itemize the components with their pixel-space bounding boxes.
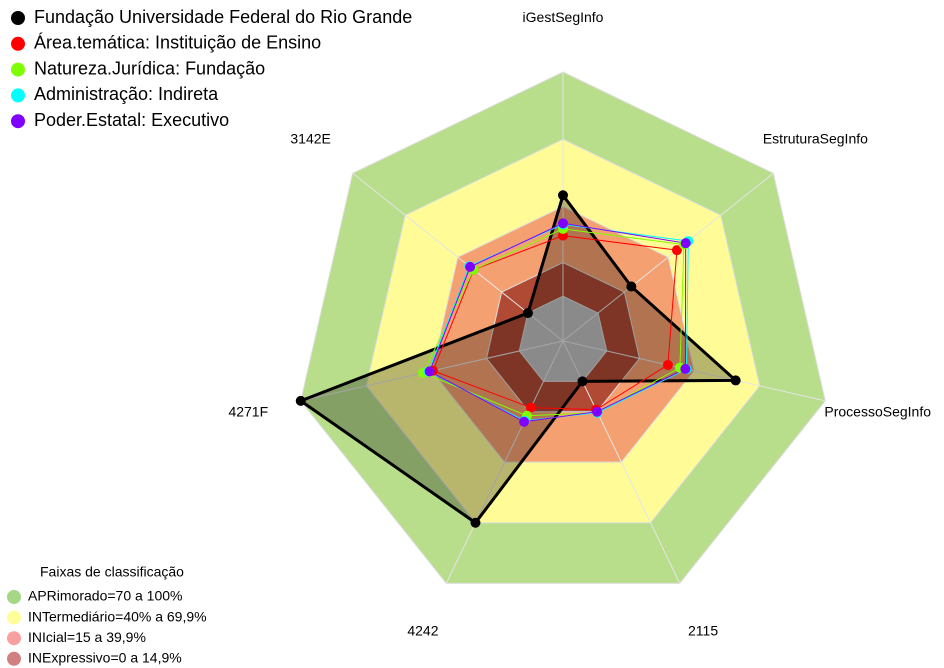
series-line [422,228,685,417]
point [592,406,603,417]
legend-marker [11,114,25,129]
legend-label: Área.temática: Instituição de Ensino [34,33,321,53]
point [558,190,568,201]
legend-marker [11,11,25,25]
legend-marker [11,62,25,77]
bands-title: Faixas de classificação [40,564,184,580]
axis-label: ProcessoSegInfo [824,404,931,420]
legend-label: Administração: Indireta [34,84,219,104]
point [519,416,530,427]
series-line [432,235,678,411]
band-legend-label: INIcial=15 a 39,9% [28,629,146,645]
series-line [429,222,687,423]
band-legend-label: APRimorado=70 a 100% [28,588,183,604]
point [465,261,476,272]
point [295,395,306,406]
legend-label: Natureza.Jurídica: Fundação [34,58,265,78]
axis-label: 4242 [407,623,438,639]
point [626,281,637,292]
legend-marker [11,88,25,103]
legend-label: Fundação Universidade Federal do Rio Gra… [34,7,412,27]
point [662,359,673,370]
point [671,245,682,256]
spoke [562,340,826,402]
spoke [445,340,564,584]
legend-label: Poder.Estatal: Executivo [34,110,229,130]
point [730,375,741,386]
point [680,363,691,374]
band-legend-marker [7,651,21,666]
point [577,376,588,387]
band-legend-marker [7,590,21,604]
axis-label: EstruturaSegInfo [763,130,868,146]
point [680,238,691,249]
band-legend-label: INExpressivo=0 a 14,9% [28,650,182,666]
band-legend-label: INTermediário=40% a 69,9% [28,608,207,624]
band-legend-marker [7,610,21,625]
axis-label: 3142E [290,130,330,146]
point [424,366,435,377]
point [522,308,533,319]
spoke [562,172,774,342]
point [558,218,568,229]
band-legend-marker [7,631,21,646]
point [470,517,481,528]
point [525,402,536,413]
axis-label: 2115 [688,623,718,639]
axis-label: 4271F [228,404,268,420]
legend-marker [11,36,25,51]
series-line [297,192,740,525]
axis-label: iGestSegInfo [523,9,604,25]
